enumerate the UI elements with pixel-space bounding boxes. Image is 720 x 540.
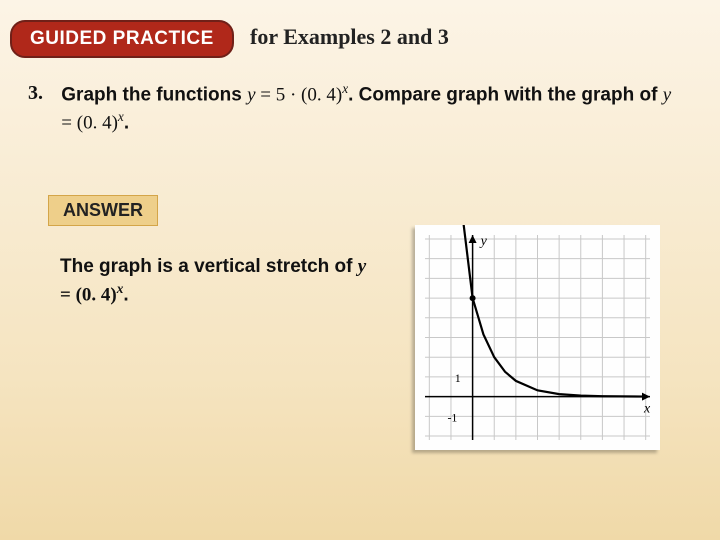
ans-eq-base: (0. 4) [76, 284, 117, 305]
answer-end: . [123, 284, 128, 305]
svg-text:y: y [479, 234, 488, 249]
eq1-base: (0. 4) [301, 84, 342, 105]
problem-block: 3. Graph the functions y = 5 · (0. 4)x. … [28, 80, 700, 136]
answer-label: ANSWER [48, 195, 158, 226]
svg-text:-1: -1 [447, 410, 457, 424]
ans-eq-lhs: y [358, 256, 366, 277]
answer-text: The graph is a vertical stretch of y = (… [60, 255, 380, 308]
problem-text: Graph the functions y = 5 · (0. 4)x. Com… [61, 80, 681, 136]
svg-text:1: 1 [455, 371, 461, 385]
eq1-lhs: y [247, 84, 255, 105]
eq1-coef: 5 [276, 84, 286, 105]
answer-lead: The graph is a vertical stretch of [60, 256, 358, 277]
eq2-eq: = [61, 112, 76, 133]
problem-end: . [124, 112, 129, 133]
eq2-lhs: y [663, 84, 671, 105]
problem-lead: Graph the functions [61, 84, 247, 105]
header: GUIDED PRACTICE for Examples 2 and 3 [0, 0, 720, 60]
svg-text:x: x [643, 402, 651, 417]
eq1-eq: = [256, 84, 276, 105]
eq2-base: (0. 4) [77, 112, 118, 133]
ans-eq-eq: = [60, 284, 76, 305]
problem-number: 3. [28, 80, 56, 107]
graph: 1 -1 x y [415, 225, 660, 450]
problem-mid: . Compare graph with the graph of [348, 84, 663, 105]
guided-practice-pill: GUIDED PRACTICE [10, 20, 234, 58]
eq1-dot: · [285, 84, 301, 105]
for-examples-label: for Examples 2 and 3 [250, 24, 449, 50]
